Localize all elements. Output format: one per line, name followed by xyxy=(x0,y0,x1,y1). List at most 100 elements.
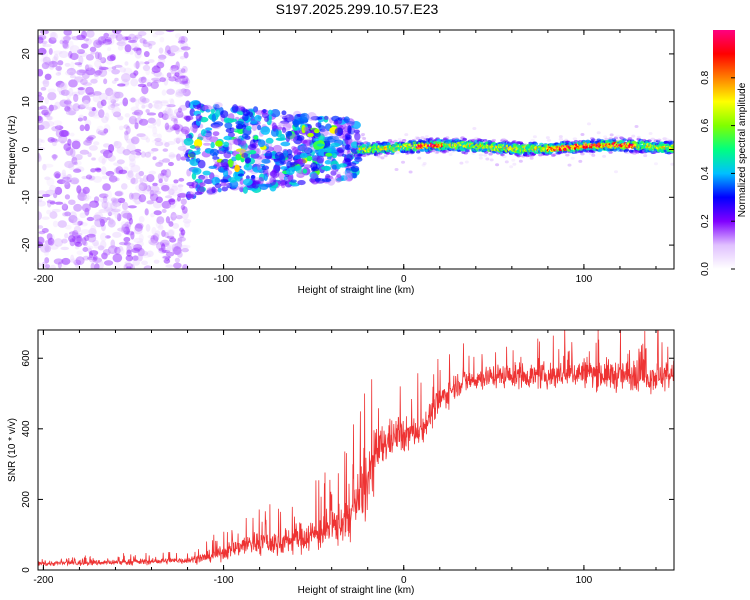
spectrogram-cell xyxy=(47,237,55,246)
spectrogram-cell xyxy=(107,104,115,111)
spectrogram-cell xyxy=(172,186,182,194)
spectrogram-cell xyxy=(653,162,658,166)
spectrogram-cell xyxy=(78,55,84,65)
spectrogram-cell xyxy=(64,232,69,239)
spectrogram-cell xyxy=(70,61,75,70)
spectrogram-cell xyxy=(145,223,151,232)
spectrogram-cell xyxy=(124,44,132,53)
spectrogram-cell xyxy=(239,186,244,193)
spectrogram-cell xyxy=(157,133,162,140)
spectrogram-cell xyxy=(664,137,669,141)
spectrogram-cell xyxy=(223,117,230,124)
spectrogram-cell xyxy=(397,137,402,141)
spectrogram-cell xyxy=(174,242,183,249)
spectrogram-x-axis-label: Height of straight line (km) xyxy=(298,285,415,296)
spectrogram-cell xyxy=(105,87,114,97)
spectrogram-cell xyxy=(72,179,79,184)
spectrogram-cell xyxy=(171,246,182,255)
spectrogram-cell xyxy=(495,163,500,167)
spectrogram-cell xyxy=(118,169,128,175)
spectrogram-cell xyxy=(135,172,142,180)
spectrogram-cell xyxy=(71,140,81,150)
spectrogram-cell xyxy=(280,181,286,189)
spectrogram-cell xyxy=(64,224,72,230)
spectrogram-cell xyxy=(156,61,165,69)
spectrogram-cell xyxy=(154,30,165,36)
spectrogram-cell xyxy=(150,235,159,244)
spectrogram-cell xyxy=(163,76,169,86)
spectrogram-cell xyxy=(53,192,58,199)
spectrogram-cell xyxy=(46,233,53,241)
colorbar-tick-label: 0.4 xyxy=(700,166,711,180)
spectrogram-cell xyxy=(580,152,585,156)
spectrogram-cell xyxy=(92,214,102,222)
spectrogram-cell xyxy=(357,140,362,143)
spectrogram-cell xyxy=(180,36,186,45)
spectrogram-cell xyxy=(306,112,317,122)
spectrogram-cell xyxy=(114,64,123,68)
spectrogram-cell xyxy=(120,183,128,190)
spectrogram-cell xyxy=(478,153,484,157)
spectrogram-cell xyxy=(64,62,71,67)
spectrogram-cell xyxy=(133,70,139,76)
spectrogram-cell xyxy=(57,85,63,93)
spectrogram-cell xyxy=(126,266,132,269)
spectrogram-cell xyxy=(609,133,614,137)
spectrogram-cell xyxy=(83,99,91,107)
snr-frame xyxy=(37,329,675,571)
spectrogram-cell xyxy=(159,77,167,83)
spectrogram-cell xyxy=(65,90,72,99)
spectrogram-cell xyxy=(160,182,169,189)
spectrogram-cell xyxy=(60,140,65,145)
spectrogram-y-axis-label: Frequency (Hz) xyxy=(7,116,18,185)
spectrogram-cell xyxy=(49,264,57,269)
spectrogram-cell xyxy=(167,49,172,55)
snr-x-tick-label: -100 xyxy=(214,575,234,586)
spectrogram-cell xyxy=(202,170,211,176)
spectrogram-cell xyxy=(158,178,163,184)
spectrogram-cell xyxy=(55,80,65,88)
spectrogram-cell xyxy=(73,203,83,212)
spectrogram-cell xyxy=(84,64,90,72)
spectrogram-cell xyxy=(283,175,289,181)
spectrogram-cell xyxy=(133,152,141,159)
spectrogram-cell xyxy=(204,132,213,137)
spectrogram-cell xyxy=(182,77,191,86)
spectrogram-cell xyxy=(177,237,183,244)
spectrogram-cell xyxy=(142,186,151,195)
spectrogram-cell xyxy=(580,133,585,137)
spectrogram-cell xyxy=(636,135,641,139)
spectrogram-cell xyxy=(173,108,184,115)
spectrogram-cell xyxy=(65,110,76,116)
spectrogram-cell xyxy=(189,124,199,133)
spectrogram-cell xyxy=(38,152,41,159)
spectrogram-cell xyxy=(61,238,68,244)
spectrogram-cell xyxy=(61,257,71,265)
spectrogram-cell xyxy=(40,57,48,63)
spectrogram-cell xyxy=(85,245,94,250)
spectrogram-cell xyxy=(110,197,117,203)
spectrogram-cell xyxy=(320,128,329,137)
spectrogram-cell xyxy=(88,177,95,181)
spectrogram-cell xyxy=(117,35,126,45)
spectrogram-cell xyxy=(70,148,76,158)
spectrogram-cell xyxy=(174,78,181,83)
spectrogram-cell xyxy=(96,56,105,63)
spectrogram-cell xyxy=(662,137,667,141)
spectrogram-cell xyxy=(324,160,332,165)
spectrogram-cell xyxy=(242,109,251,117)
spectrogram-cell xyxy=(80,43,89,49)
spectrogram-cell xyxy=(109,90,119,100)
spectrogram-cell xyxy=(265,137,274,144)
spectrogram-cell xyxy=(289,161,298,166)
spectrogram-cell xyxy=(90,51,96,55)
snr-x-axis-label: Height of straight line (km) xyxy=(298,585,415,596)
spectrogram-cell xyxy=(180,198,187,205)
spectrogram-cell xyxy=(120,221,128,227)
spectrogram-cell xyxy=(258,176,264,185)
spectrogram-cell xyxy=(85,64,92,70)
spectrogram-cell xyxy=(129,162,136,168)
spectrogram-cell xyxy=(81,71,90,80)
